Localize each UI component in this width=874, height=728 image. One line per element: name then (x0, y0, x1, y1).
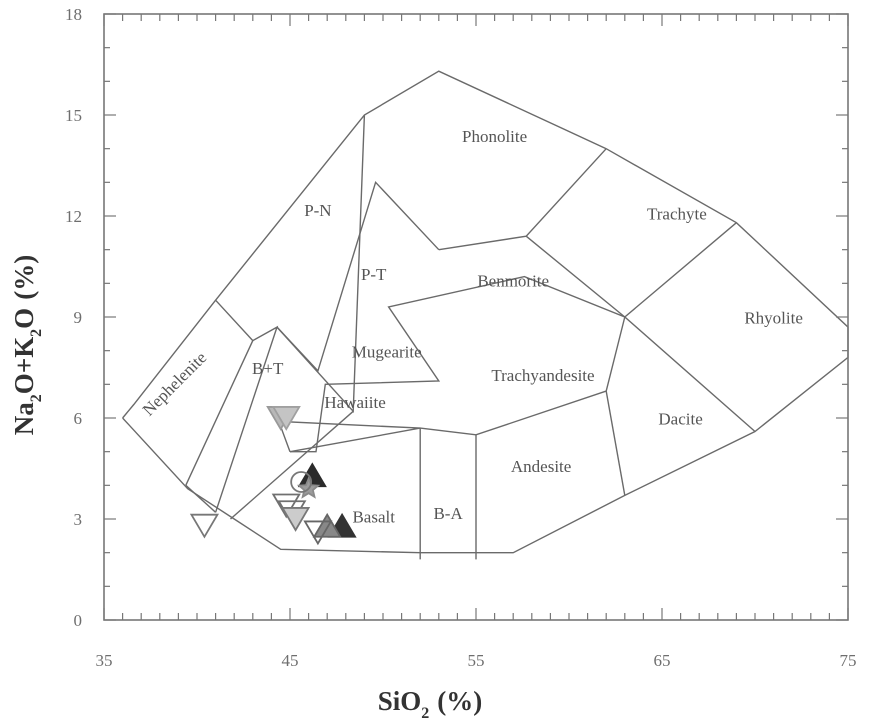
field-boundary-7 (525, 222, 737, 318)
field-label-trachyandesite: Trachyandesite (491, 366, 594, 385)
x-axis-title: SiO2 (%) (378, 686, 483, 722)
axis-ticks (103, 13, 849, 621)
field-boundary-5 (276, 180, 440, 373)
field-label-basalt: Basalt (352, 507, 395, 526)
field-label-p-n: P-N (304, 201, 331, 220)
field-boundary-2 (185, 299, 254, 486)
field-label-andesite: Andesite (511, 457, 571, 476)
y-tick-label: 6 (74, 409, 83, 428)
tick-labels: 35 45 55 65 75 0 3 6 9 12 15 18 (65, 5, 857, 670)
point-triangle-down (303, 520, 333, 546)
field-label-phonolite: Phonolite (462, 127, 527, 146)
field-label-hawaiite: Hawaiite (324, 393, 385, 412)
field-label-benmorite: Benmorite (477, 272, 549, 291)
x-tick-label: 45 (282, 651, 299, 670)
x-tick-label: 35 (96, 651, 113, 670)
y-tick-label: 9 (74, 308, 83, 327)
data-points (189, 406, 357, 546)
field-boundary-8 (230, 410, 354, 520)
x-tick-label: 65 (654, 651, 671, 670)
field-label-p-t: P-T (361, 265, 387, 284)
y-tick-label: 18 (65, 5, 82, 24)
field-boundary-9 (290, 275, 756, 453)
field-label-b-a: B-A (433, 504, 463, 523)
point-triangle-down (271, 493, 301, 519)
field-label-dacite: Dacite (658, 410, 702, 429)
field-boundary-6 (438, 148, 607, 251)
y-axis-title: Na2O+K2O(%) (9, 255, 45, 435)
y-tick-label: 15 (65, 106, 82, 125)
point-triangle-up (297, 462, 327, 488)
field-label-b-t: B+T (252, 359, 284, 378)
field-boundary-14 (289, 427, 421, 453)
field-boundary-13 (605, 390, 626, 496)
x-tick-label: 55 (468, 651, 485, 670)
point-triangle-up (312, 512, 342, 538)
point-circle (290, 471, 313, 493)
field-labels: Phonolite Trachyte P-N P-T Benmorite Rhyolite… (139, 127, 803, 526)
y-tick-label: 12 (65, 207, 82, 226)
plot-frame (103, 13, 849, 621)
field-label-trachyte: Trachyte (647, 204, 707, 223)
point-triangle-down (189, 513, 220, 539)
field-label-mugearite: Mugearite (352, 342, 422, 361)
point-triangle-down (271, 406, 301, 431)
point-triangle-down (281, 507, 311, 532)
field-label-rhyolite: Rhyolite (744, 309, 803, 328)
x-tick-label: 75 (840, 651, 857, 670)
y-tick-label: 3 (74, 510, 83, 529)
field-boundary-1 (185, 484, 217, 513)
y-tick-label: 0 (74, 611, 83, 630)
